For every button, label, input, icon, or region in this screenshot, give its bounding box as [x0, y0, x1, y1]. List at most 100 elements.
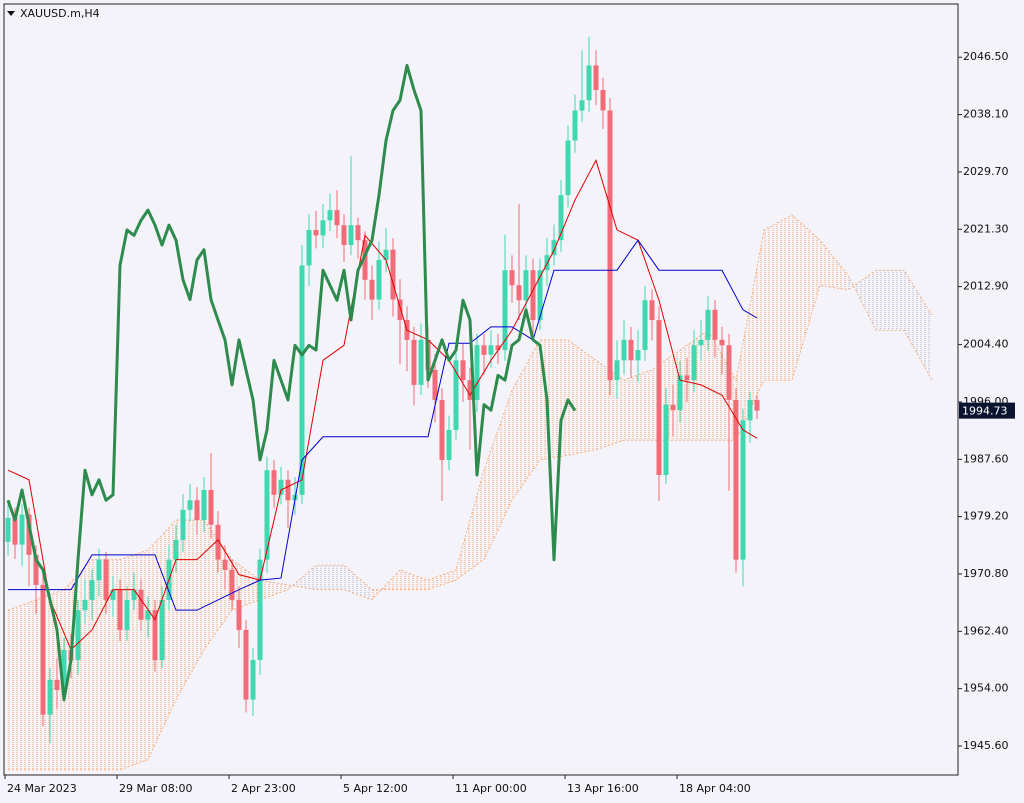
x-tick-label: 5 Apr 12:00: [343, 782, 408, 795]
candle-body: [376, 259, 382, 300]
plot-frame: [3, 3, 959, 776]
cloud-segment: [764, 214, 792, 381]
cloud-segment: [400, 569, 428, 590]
candle-body: [194, 500, 200, 521]
candle-body: [299, 265, 305, 495]
price-label: 1994.73: [962, 405, 1008, 418]
candle-body: [607, 110, 613, 381]
candle-body: [572, 110, 578, 141]
candle-body: [733, 399, 739, 560]
y-tick-label: 1962.40: [963, 624, 1009, 637]
y-tick-label: 2004.40: [963, 338, 1009, 351]
candle-body: [516, 285, 522, 301]
chikou-line: [6, 63, 577, 702]
kijun-line: [8, 239, 758, 611]
x-tick-label: 18 Apr 04:00: [679, 782, 751, 795]
candle-body: [551, 240, 557, 256]
y-tick-label: 2038.10: [963, 108, 1009, 121]
y-tick-label: 1979.20: [963, 510, 1009, 523]
price-label-box: [959, 402, 1015, 419]
candle-body: [502, 270, 508, 351]
candle-body: [600, 90, 606, 111]
candle-body: [54, 679, 60, 691]
menu-arrow[interactable]: [7, 11, 15, 16]
candle-body: [747, 399, 753, 421]
y-tick-label: 1945.60: [963, 739, 1009, 752]
candle-body: [320, 220, 326, 236]
cloud-segment: [316, 565, 344, 590]
candle-body: [397, 299, 403, 321]
candle-body: [754, 399, 760, 411]
candle-body: [663, 404, 669, 475]
candle-body: [222, 559, 228, 570]
candle-body: [271, 470, 277, 495]
candle-body: [432, 369, 438, 400]
candle-body: [201, 490, 207, 521]
candle-body: [670, 404, 676, 411]
candle-body: [439, 399, 445, 460]
candle-body: [61, 649, 67, 691]
candle-body: [145, 610, 151, 620]
candle-body: [614, 360, 620, 381]
cloud-segment: [8, 599, 36, 770]
candle-body: [33, 554, 39, 585]
candle-body: [19, 514, 25, 545]
candle-body: [418, 339, 424, 385]
cloud-segment: [820, 240, 848, 291]
plot-area: [5, 36, 933, 771]
y-tick-label: 2046.50: [963, 50, 1009, 63]
candle-body: [355, 225, 361, 241]
candle-body: [530, 270, 536, 321]
candle-body: [341, 225, 347, 245]
candle-body: [446, 429, 452, 460]
candle-body: [103, 559, 109, 600]
candle-body: [47, 679, 53, 715]
candle-body: [208, 490, 214, 525]
candle-body: [89, 580, 95, 600]
candle-body: [509, 270, 515, 286]
candle-body: [488, 345, 494, 355]
cloud-segment: [428, 569, 456, 590]
candle-body: [558, 195, 564, 241]
candle-body: [26, 514, 32, 555]
candle-body: [649, 300, 655, 321]
candle-body: [705, 309, 711, 340]
candle-body: [523, 270, 529, 301]
candle-body: [362, 240, 368, 280]
candle-body: [628, 339, 634, 361]
candle-body: [677, 375, 683, 411]
cloud-segment: [512, 339, 540, 501]
candle-body: [159, 599, 165, 660]
candle-body: [565, 140, 571, 196]
candle-body: [691, 345, 697, 381]
candle-body: [453, 360, 459, 430]
candle-body: [495, 345, 501, 351]
cloud-segment: [260, 580, 288, 600]
cloud-segment: [904, 270, 932, 381]
cloud-segment: [344, 565, 372, 600]
candle-body: [712, 309, 718, 340]
candle-body: [327, 210, 333, 221]
x-tick-label: 2 Apr 23:00: [231, 782, 296, 795]
candle-body: [285, 479, 291, 501]
candle-body: [264, 470, 270, 560]
candle-body: [579, 100, 585, 111]
cloud-segment: [848, 270, 876, 331]
y-tick-label: 2029.70: [963, 165, 1009, 178]
candle-body: [656, 320, 662, 475]
y-tick-label: 2021.30: [963, 222, 1009, 235]
candle-body: [243, 629, 249, 700]
cloud-edge: [7, 214, 933, 611]
candle-body: [75, 610, 81, 660]
candle-body: [12, 518, 18, 545]
candle-body: [257, 559, 263, 660]
candle-body: [481, 345, 487, 355]
candle-body: [537, 270, 543, 321]
candle-body: [726, 345, 732, 400]
candle-body: [117, 589, 123, 630]
candle-body: [635, 350, 641, 361]
candle-body: [306, 229, 312, 266]
candle-body: [152, 610, 158, 660]
candle-body: [467, 380, 473, 400]
